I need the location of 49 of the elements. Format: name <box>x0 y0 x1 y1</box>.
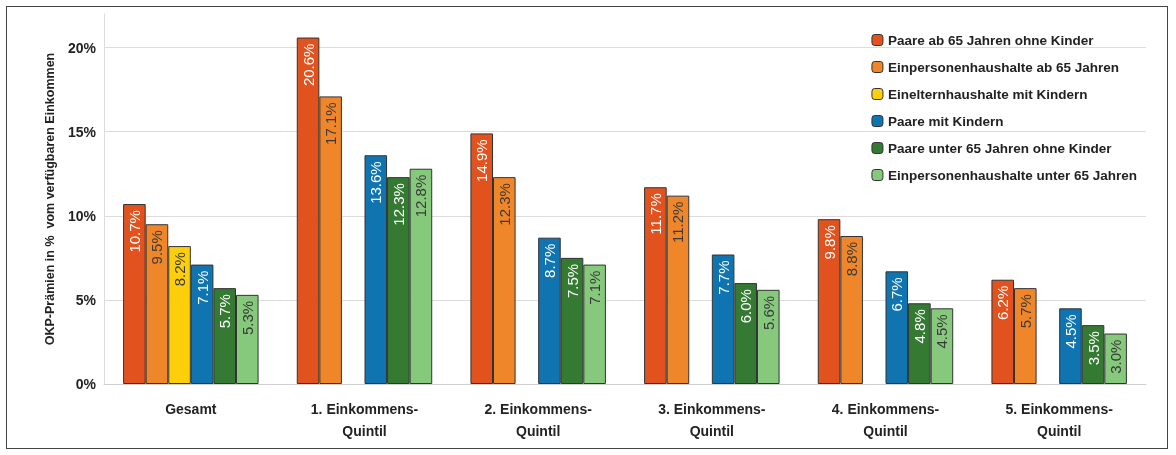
data-label: 3.0% <box>1107 339 1125 374</box>
x-tick-label: 1. Einkommens- Quintil <box>310 401 419 439</box>
legend-label: Einpersonenhaushalte ab 65 Jahren <box>887 59 1120 75</box>
data-label: 8.8% <box>843 242 861 277</box>
data-label: 5.6% <box>759 295 777 331</box>
legend-label: Einelternhaushalte mit Kindern <box>887 86 1088 102</box>
data-label: 5.7% <box>1016 294 1034 329</box>
data-label: 12.3% <box>495 183 513 226</box>
y-tick-label: 5% <box>75 291 97 308</box>
x-tick-label: 4. Einkommens- Quintil <box>831 401 940 439</box>
data-label: 7.1% <box>586 270 604 305</box>
data-label: 4.5% <box>933 314 951 349</box>
legend-label: Paare mit Kindern <box>887 113 1004 129</box>
data-label: 4.5% <box>1061 314 1079 349</box>
data-label: 9.8% <box>820 225 838 260</box>
data-label: 20.6% <box>299 43 317 87</box>
y-tick-label: 10% <box>67 207 97 224</box>
data-label: 12.3% <box>389 183 407 226</box>
y-tick-label: 20% <box>67 39 97 56</box>
data-label: 12.8% <box>412 174 430 218</box>
x-tick-label: 3. Einkommens- Quintil <box>658 401 766 439</box>
data-label: 6.0% <box>737 289 755 324</box>
data-label: 10.7% <box>125 210 143 253</box>
data-label: 8.7% <box>540 243 558 278</box>
y-axis-title: OKP-Prämien in % vom verfügbaren Einkommen <box>42 52 57 346</box>
data-label: 6.7% <box>888 277 906 312</box>
data-label: 9.5% <box>148 230 166 265</box>
data-label: 11.2% <box>669 201 687 244</box>
data-label: 5.3% <box>238 300 256 336</box>
x-tick-label: 2. Einkommens- Quintil <box>484 401 593 439</box>
legend-label: Einpersonenhaushalte unter 65 Jahren <box>887 167 1138 183</box>
y-tick-label: 0% <box>75 376 97 392</box>
x-tick-label: 5. Einkommens- Quintil <box>1005 401 1114 439</box>
data-label: 17.1% <box>322 102 340 145</box>
data-label: 7.1% <box>193 270 211 305</box>
data-label: 8.2% <box>171 252 189 287</box>
data-label: 14.9% <box>473 139 491 182</box>
data-label: 7.7% <box>714 260 732 295</box>
y-tick-label: 15% <box>67 123 97 140</box>
data-label: 4.8% <box>910 309 928 344</box>
data-label: 5.7% <box>216 294 234 329</box>
x-tick-label: Gesamt <box>165 401 217 417</box>
data-label: 11.7% <box>646 193 664 235</box>
data-label: 6.2% <box>994 285 1012 320</box>
data-label: 13.6% <box>367 161 385 204</box>
legend-label: Paare ab 65 Jahren ohne Kinder <box>887 32 1095 48</box>
legend-label: Paare unter 65 Jahren ohne Kinder <box>887 140 1113 156</box>
data-label: 3.5% <box>1084 331 1102 366</box>
data-label: 7.5% <box>563 263 581 299</box>
